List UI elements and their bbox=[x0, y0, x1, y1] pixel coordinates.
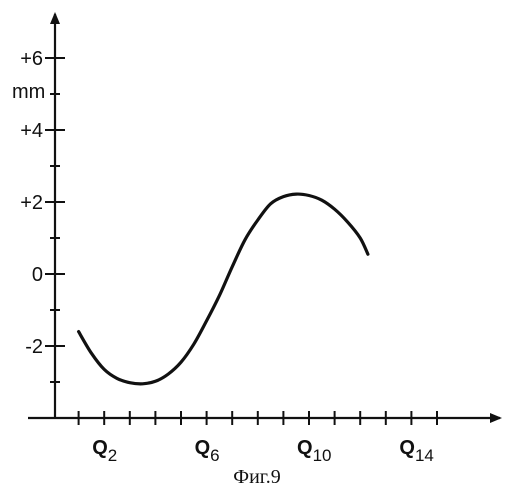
y-tick-label: 0 bbox=[32, 264, 43, 286]
series-line bbox=[79, 194, 368, 384]
x-tick-label: Q6 bbox=[195, 437, 220, 465]
y-tick-label: +6 bbox=[20, 48, 43, 70]
x-tick-label: Q14 bbox=[399, 437, 433, 465]
figure-caption: Фиг.9 bbox=[0, 466, 514, 489]
tick-labels: mm +6 +4 +2 0 -2 Q2 Q6 Q10 Q14 bbox=[12, 48, 434, 465]
y-tick-label: +2 bbox=[20, 192, 43, 214]
y-tick-label: -2 bbox=[25, 336, 43, 358]
x-tick-label: Q2 bbox=[92, 437, 117, 465]
y-tick-label: +4 bbox=[20, 120, 43, 142]
y-axis-label: mm bbox=[12, 81, 45, 103]
x-tick-label: Q10 bbox=[297, 437, 331, 465]
